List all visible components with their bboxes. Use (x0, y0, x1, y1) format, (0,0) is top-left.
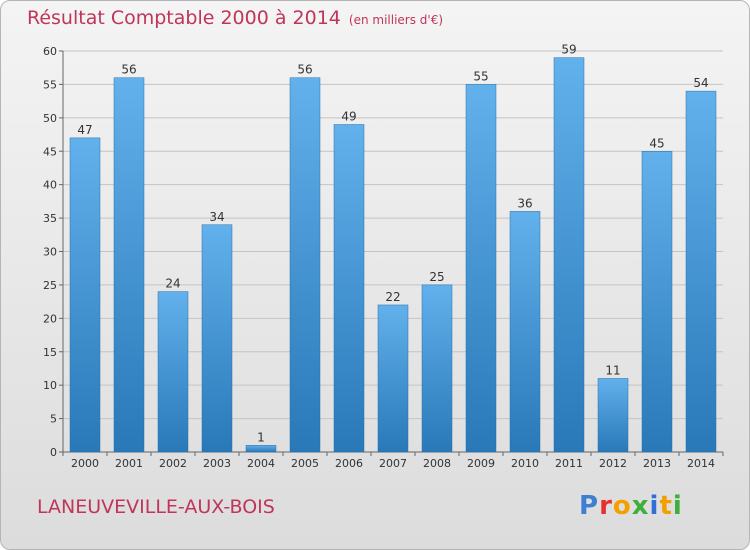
value-label-2008: 25 (429, 270, 444, 284)
bar-2011 (553, 57, 585, 453)
bars (69, 57, 717, 453)
city-name: LANEUVEVILLE-AUX-BOIS (37, 496, 275, 518)
logo-letter: r (599, 491, 613, 521)
x-tick-label-2002: 2002 (159, 457, 187, 470)
bar-2004 (245, 445, 277, 453)
y-tick-label: 20 (43, 312, 57, 325)
value-label-2009: 55 (473, 69, 488, 83)
y-tick-label: 35 (43, 212, 57, 225)
bar-2007 (377, 304, 409, 453)
value-label-2013: 45 (649, 136, 664, 150)
value-label-2014: 54 (693, 76, 708, 90)
chart-title: Résultat Comptable 2000 à 2014 (en millie… (27, 7, 443, 29)
value-label-2002: 24 (165, 277, 180, 291)
x-tick-label-2010: 2010 (511, 457, 539, 470)
x-tick-label-2011: 2011 (555, 457, 583, 470)
value-label-2011: 59 (561, 43, 576, 57)
x-tick-label-2005: 2005 (291, 457, 319, 470)
y-tick-label: 50 (43, 112, 57, 125)
x-tick-label-2004: 2004 (247, 457, 275, 470)
labels: 0 5 10 15 20 25 30 35 40 45 50 55 60 47 2000 56 2001 24 20… (43, 43, 715, 470)
value-label-2007: 22 (385, 290, 400, 304)
bar-2000 (69, 137, 101, 453)
y-tick-label: 5 (50, 413, 57, 426)
bar-2010 (509, 211, 541, 453)
bar-2014 (685, 90, 717, 453)
bar-2012 (597, 378, 629, 453)
value-label-2006: 49 (341, 110, 356, 124)
x-tick-label-2009: 2009 (467, 457, 495, 470)
bar-2002 (157, 291, 189, 453)
bar-2013 (641, 151, 673, 453)
value-label-2010: 36 (517, 196, 532, 210)
bar-2001 (113, 77, 145, 453)
x-tick-label-2001: 2001 (115, 457, 143, 470)
y-tick-label: 60 (43, 45, 57, 58)
value-label-2000: 47 (77, 123, 92, 137)
y-tick-label: 0 (50, 446, 57, 459)
value-label-2012: 11 (605, 363, 620, 377)
bar-2005 (289, 77, 321, 453)
x-tick-label-2012: 2012 (599, 457, 627, 470)
chart-title-text: Résultat Comptable 2000 à 2014 (27, 7, 341, 29)
x-tick-label-2013: 2013 (643, 457, 671, 470)
y-tick-label: 45 (43, 145, 57, 158)
logo-letter: o (612, 491, 632, 521)
proxiti-logo: Proxiti (579, 491, 683, 521)
logo-letter: x (631, 491, 650, 521)
x-tick-label-2003: 2003 (203, 457, 231, 470)
y-tick-label: 10 (43, 379, 57, 392)
y-tick-label: 55 (43, 78, 57, 91)
x-tick-label-2014: 2014 (687, 457, 715, 470)
x-tick-label-2006: 2006 (335, 457, 363, 470)
y-tick-label: 30 (43, 246, 57, 259)
bar-2006 (333, 124, 365, 453)
x-tick-label-2000: 2000 (71, 457, 99, 470)
logo-letter: i (649, 491, 660, 521)
value-label-2004: 1 (257, 430, 265, 444)
logo-letter: t (659, 491, 673, 521)
bar-2009 (465, 84, 497, 453)
value-label-2005: 56 (297, 63, 312, 77)
chart-subtitle: (en milliers d'€) (348, 13, 444, 27)
value-label-2001: 56 (121, 63, 136, 77)
logo-letter: i (672, 491, 683, 521)
bar-2008 (421, 284, 453, 453)
y-tick-label: 25 (43, 279, 57, 292)
logo-letter: P (579, 491, 600, 521)
y-tick-label: 15 (43, 346, 57, 359)
y-tick-label: 40 (43, 179, 57, 192)
x-tick-label-2008: 2008 (423, 457, 451, 470)
value-label-2003: 34 (209, 210, 224, 224)
bar-2003 (201, 224, 233, 453)
x-tick-label-2007: 2007 (379, 457, 407, 470)
